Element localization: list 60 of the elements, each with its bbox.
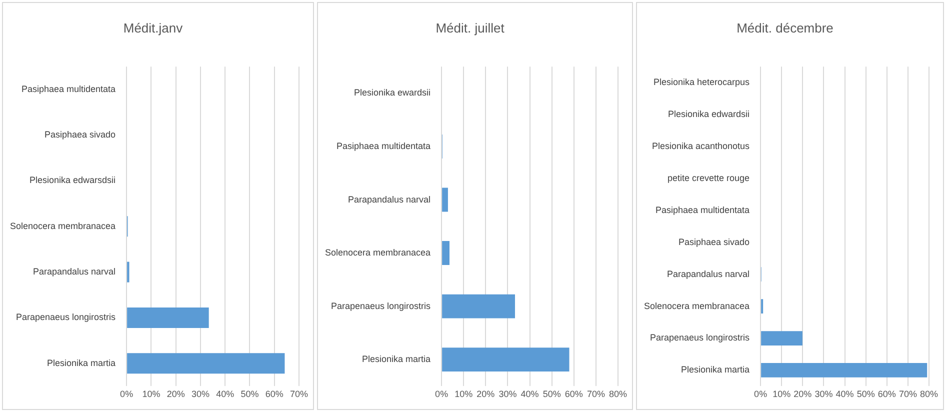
y-tick-label: Solenocera membranacea [644, 300, 750, 311]
x-tick-label: 40% [836, 389, 854, 400]
x-tick-label: 30% [191, 389, 210, 400]
y-tick-label: Pasiphaea multidentata [21, 84, 116, 94]
x-tick-label: 50% [856, 389, 875, 400]
y-tick-label: Parapandalus narval [348, 194, 431, 204]
x-tick-label: 80% [920, 389, 938, 400]
bar [127, 307, 209, 328]
x-tick-label: 70% [898, 389, 917, 400]
y-tick-label: Plesionika martia [47, 358, 116, 368]
bar [442, 188, 448, 212]
y-tick-label: Pasiphaea sivado [44, 130, 116, 140]
x-tick-label: 0% [435, 389, 448, 400]
x-tick-label: 10% [142, 389, 160, 400]
y-tick-label: Plesionika martia [362, 354, 431, 364]
y-tick-label: Parapenaeus longirostris [331, 300, 432, 311]
bar [127, 353, 285, 374]
x-tick-label: 20% [794, 389, 812, 400]
bar [761, 331, 802, 346]
y-tick-label: Plesionika martia [681, 364, 750, 375]
y-tick-label: Plesionika heterocarpus [654, 77, 750, 88]
bar [442, 241, 450, 266]
x-tick-label: 60% [564, 389, 583, 400]
bar [442, 348, 570, 372]
chart-title: Médit. décembre [736, 20, 834, 36]
y-tick-label: Parapandalus narval [33, 266, 116, 277]
y-tick-label: Plesionika edwardsii [668, 109, 750, 120]
y-tick-label: Plesionika ewardsii [354, 88, 431, 98]
x-tick-label: 0% [120, 389, 134, 400]
y-tick-label: Pasiphaea multidentata [655, 204, 750, 215]
y-tick-label: Parapenaeus longirostris [650, 332, 750, 343]
y-tick-label: Solenocera membranacea [10, 220, 116, 231]
x-tick-label: 10% [454, 389, 473, 400]
chart-title: Médit. juillet [436, 20, 505, 36]
y-tick-label: Solenocera membranacea [325, 248, 431, 258]
bar [761, 363, 928, 378]
x-tick-label: 60% [878, 389, 896, 400]
y-tick-label: Pasiphaea multidentata [336, 140, 431, 151]
y-tick-label: petite crevette rouge [668, 172, 750, 183]
x-tick-label: 70% [290, 389, 308, 400]
y-tick-label: Parapandalus narval [667, 268, 750, 279]
y-tick-label: Parapenaeus longirostris [16, 312, 116, 322]
y-tick-label: Plesionika edwarsdsii [30, 175, 116, 186]
x-tick-label: 20% [476, 389, 495, 400]
y-tick-label: Pasiphaea sivado [678, 236, 750, 247]
x-tick-label: 50% [542, 389, 561, 400]
bar [442, 294, 516, 318]
x-tick-label: 30% [498, 389, 517, 400]
x-tick-label: 60% [265, 389, 284, 400]
x-tick-label: 40% [216, 389, 234, 400]
x-tick-label: 20% [166, 389, 185, 400]
x-tick-label: 30% [814, 389, 833, 400]
x-tick-label: 10% [772, 389, 791, 400]
x-tick-label: 70% [586, 389, 605, 400]
x-tick-label: 80% [608, 389, 628, 400]
x-tick-label: 40% [520, 389, 539, 400]
x-tick-label: 50% [240, 389, 259, 400]
chart-title: Médit.janv [123, 20, 184, 36]
x-tick-label: 0% [754, 389, 768, 400]
y-tick-label: Plesionika acanthonotus [652, 140, 750, 151]
